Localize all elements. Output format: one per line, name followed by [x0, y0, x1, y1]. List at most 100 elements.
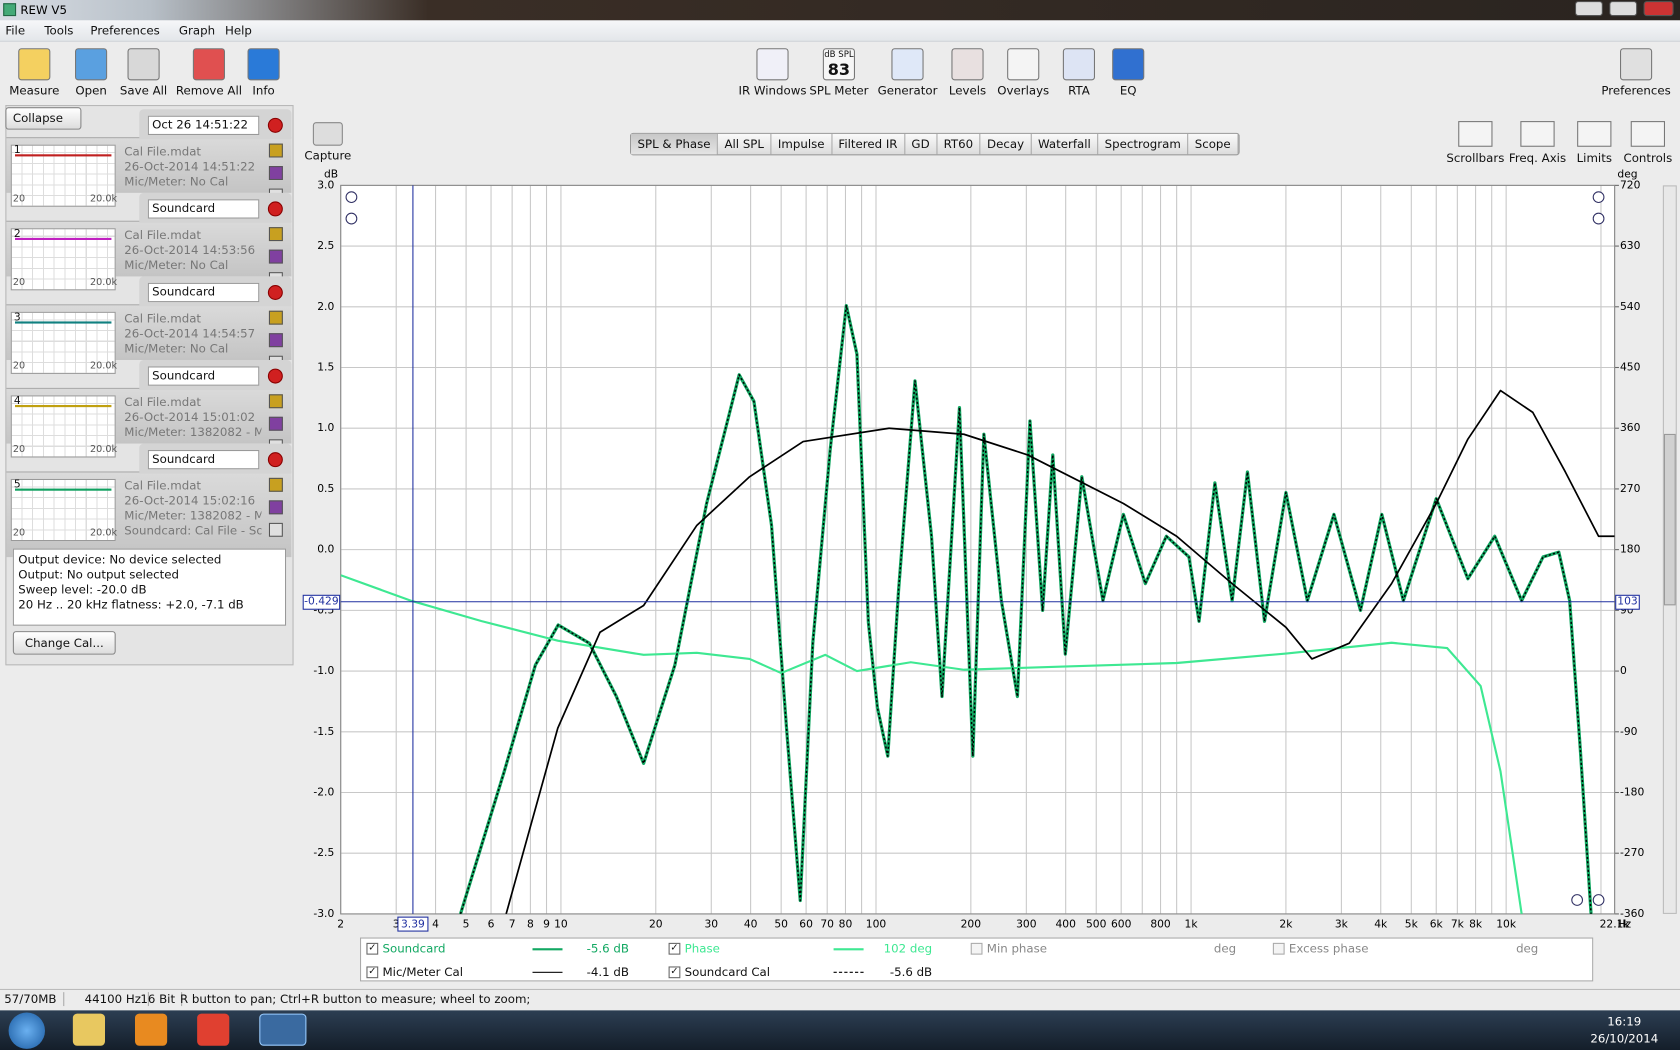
legend-name[interactable]: Excess phase [1288, 941, 1369, 956]
graph-tab[interactable]: Scope [1188, 133, 1239, 155]
card-tool[interactable] [268, 333, 283, 348]
remove-button[interactable] [267, 117, 283, 133]
taskbar-app[interactable] [259, 1013, 307, 1046]
toolbar-button-label[interactable]: Overlays [997, 83, 1050, 98]
toolbar-button-label[interactable]: Levels [948, 83, 987, 98]
toolbar-button-icon[interactable] [18, 48, 51, 81]
taskbar-app[interactable] [197, 1013, 230, 1046]
measurement-name[interactable]: Soundcard [147, 199, 260, 219]
remove-button[interactable] [267, 452, 283, 468]
measurement-name[interactable]: Soundcard [147, 282, 260, 303]
zoom-button[interactable] [345, 212, 358, 225]
card-tool[interactable] [268, 166, 283, 181]
toolbar-button-label[interactable]: EQ [1119, 83, 1137, 98]
card-tool[interactable] [268, 310, 283, 325]
toolbar-button-label[interactable]: RTA [1068, 83, 1090, 98]
menu-item[interactable]: File [5, 23, 26, 38]
view-tool-label[interactable]: Freq. Axis [1508, 151, 1567, 166]
menu-item[interactable]: Tools [44, 23, 74, 38]
window-button[interactable] [1575, 1, 1603, 17]
legend-checkbox[interactable] [970, 942, 983, 955]
toolbar-button-icon[interactable] [247, 48, 280, 81]
view-tool-icon[interactable] [1520, 121, 1555, 147]
legend-name[interactable]: Soundcard [382, 941, 446, 956]
legend-name[interactable]: Soundcard Cal [684, 965, 771, 980]
toolbar-button-label[interactable]: Open [75, 83, 107, 98]
zoom-button[interactable] [1592, 894, 1605, 906]
legend-checkbox[interactable]: ✓ [366, 966, 379, 979]
view-tool-icon[interactable] [1577, 121, 1612, 147]
graph-tab[interactable]: GD [905, 133, 938, 155]
legend-name[interactable]: Min phase [986, 941, 1048, 956]
view-tool-icon[interactable] [1630, 121, 1666, 147]
card-tool[interactable] [268, 477, 283, 492]
card-tool[interactable] [268, 227, 283, 242]
toolbar-button-label[interactable]: IR Windows [738, 83, 807, 98]
toolbar-button-icon[interactable] [756, 48, 789, 81]
toolbar-button-label[interactable]: Info [252, 83, 275, 98]
measurement-name[interactable]: Soundcard [147, 450, 260, 470]
view-tool-label[interactable]: Controls [1623, 151, 1673, 166]
view-tool-label[interactable]: Limits [1576, 151, 1612, 166]
graph-tab[interactable]: Filtered IR [832, 133, 906, 155]
toolbar-button-icon[interactable] [75, 48, 108, 81]
card-tool[interactable] [268, 522, 283, 537]
toolbar-button-label[interactable]: SPL Meter [809, 83, 869, 98]
zoom-button[interactable] [1592, 191, 1605, 204]
zoom-button[interactable] [1592, 212, 1605, 225]
measurement-name[interactable]: Soundcard [147, 366, 260, 386]
menu-item[interactable]: Preferences [90, 23, 160, 38]
card-tool[interactable] [268, 249, 283, 264]
taskbar-app[interactable] [72, 1013, 106, 1046]
legend-checkbox[interactable]: ✓ [668, 942, 681, 955]
capture-label[interactable]: Capture [304, 148, 352, 163]
legend-name[interactable]: Mic/Meter Cal [382, 965, 464, 980]
zoom-button[interactable] [1571, 894, 1584, 906]
menu-item[interactable]: Graph [178, 23, 216, 38]
toolbar-button-icon[interactable] [951, 48, 984, 81]
toolbar-button-icon[interactable] [192, 48, 226, 81]
remove-button[interactable] [267, 368, 283, 384]
view-tool-label[interactable]: Scrollbars [1446, 151, 1505, 166]
toolbar-button-icon[interactable] [127, 48, 160, 81]
legend-checkbox[interactable]: ✓ [366, 942, 379, 955]
card-tool[interactable] [268, 394, 283, 409]
remove-button[interactable] [267, 285, 283, 301]
capture-icon[interactable] [312, 122, 343, 146]
scrollbar-thumb[interactable] [1663, 433, 1676, 606]
measurement-name[interactable]: Oct 26 14:51:22 [147, 115, 260, 136]
graph-tab[interactable]: All SPL [718, 133, 772, 155]
legend-checkbox[interactable]: ✓ [668, 966, 681, 979]
graph-tab[interactable]: Decay [981, 133, 1032, 155]
toolbar-button-icon[interactable] [1112, 48, 1145, 81]
start-button[interactable] [8, 1012, 46, 1049]
window-button[interactable] [1643, 1, 1674, 17]
graph-tab[interactable]: Impulse [771, 133, 832, 155]
toolbar-button-icon[interactable] [822, 48, 856, 81]
preferences-button-label[interactable]: Preferences [1601, 83, 1671, 98]
graph-tab[interactable]: RT60 [937, 133, 981, 155]
toolbar-button-label[interactable]: Remove All [175, 83, 243, 98]
window-button[interactable] [1609, 1, 1638, 17]
zoom-button[interactable] [345, 191, 358, 204]
collapse-button[interactable]: Collapse [5, 107, 82, 130]
menu-item[interactable]: Help [225, 23, 252, 38]
graph-tab[interactable]: Waterfall [1032, 133, 1099, 155]
toolbar-button-icon[interactable] [1062, 48, 1096, 81]
toolbar-button-label[interactable]: Generator [877, 83, 938, 98]
remove-button[interactable] [267, 201, 283, 217]
toolbar-button-label[interactable]: Measure [9, 83, 60, 98]
view-tool-icon[interactable] [1458, 121, 1493, 147]
taskbar-app[interactable] [135, 1013, 168, 1046]
preferences-button-icon[interactable] [1620, 48, 1653, 81]
graph-tab[interactable]: SPL & Phase [631, 133, 719, 155]
legend-checkbox[interactable] [1272, 942, 1285, 955]
legend-name[interactable]: Phase [684, 941, 720, 956]
toolbar-button-icon[interactable] [1007, 48, 1040, 81]
card-tool[interactable] [268, 500, 283, 515]
toolbar-button-icon[interactable] [891, 48, 924, 81]
card-tool[interactable] [268, 416, 283, 431]
card-tool[interactable] [268, 143, 283, 158]
change-cal-button[interactable]: Change Cal... [12, 631, 116, 655]
toolbar-button-label[interactable]: Save All [119, 83, 168, 98]
